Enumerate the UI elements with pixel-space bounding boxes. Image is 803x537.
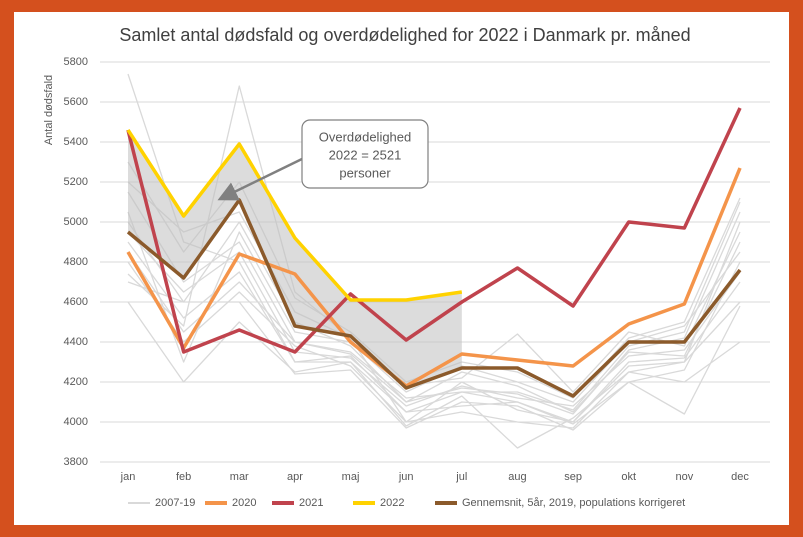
y-tick-label: 5600: [64, 96, 88, 108]
annotation-box: [301, 119, 429, 189]
background-line: [127, 211, 741, 415]
x-tick-label: apr: [287, 471, 303, 483]
y-tick-label: 5000: [64, 216, 88, 228]
excess-area: [128, 130, 462, 388]
annotation: Overdødelighed 2022 = 2521 personer: [217, 119, 429, 201]
y-tick-label: 4600: [64, 296, 88, 308]
y-tick-label: 5800: [64, 56, 88, 68]
x-tick-label: jul: [455, 471, 467, 483]
x-tick-label: mar: [230, 471, 249, 483]
background-line: [127, 261, 741, 429]
x-tick-label: aug: [508, 471, 526, 483]
annotation-arrow: [217, 156, 305, 201]
y-tick-label: 3800: [64, 456, 88, 468]
annotation-text: personer: [339, 165, 391, 180]
chart-title: Samlet antal dødsfald og overdødelighed …: [119, 25, 690, 45]
x-tick-label: jan: [120, 471, 136, 483]
series-line: [126, 167, 742, 388]
series-line: [126, 107, 742, 354]
legend-label: 2007-19: [155, 497, 195, 509]
background-line: [127, 281, 741, 431]
y-tick-label: 4400: [64, 336, 88, 348]
annotation-text: Overdødelighed: [319, 129, 412, 144]
annotation-text: 2022 = 2521: [329, 147, 402, 162]
y-tick-label: 4800: [64, 256, 88, 268]
x-tick-label: nov: [675, 471, 693, 483]
lines: [126, 73, 742, 449]
x-tick-label: feb: [176, 471, 191, 483]
legend: 2007-19 2020 2021 2022 Gennemsnit, 5år, 2019…: [128, 497, 685, 509]
y-tick-label: 5400: [64, 136, 88, 148]
legend-label: 2020: [232, 497, 256, 509]
y-axis-label: Antal dødsfald: [43, 75, 55, 145]
series-line: [126, 198, 742, 398]
legend-label: Gennemsnit, 5år, 2019, populations korri…: [462, 497, 685, 509]
background-line: [127, 85, 741, 423]
legend-label: 2021: [299, 497, 323, 509]
background-line: [127, 231, 741, 407]
x-tick-label: maj: [342, 471, 360, 483]
legend-label: 2022: [380, 497, 404, 509]
x-tick-label: jun: [398, 471, 414, 483]
y-tick-label: 4200: [64, 376, 88, 388]
x-tick-label: okt: [621, 471, 636, 483]
y-tick-label: 5200: [64, 176, 88, 188]
y-tick-label: 4000: [64, 416, 88, 428]
background: [14, 12, 789, 525]
series-line: [126, 129, 463, 302]
background-line: [127, 221, 741, 413]
x-tick-label: dec: [731, 471, 749, 483]
x-tick-label: sep: [564, 471, 582, 483]
background-line: [127, 241, 741, 423]
